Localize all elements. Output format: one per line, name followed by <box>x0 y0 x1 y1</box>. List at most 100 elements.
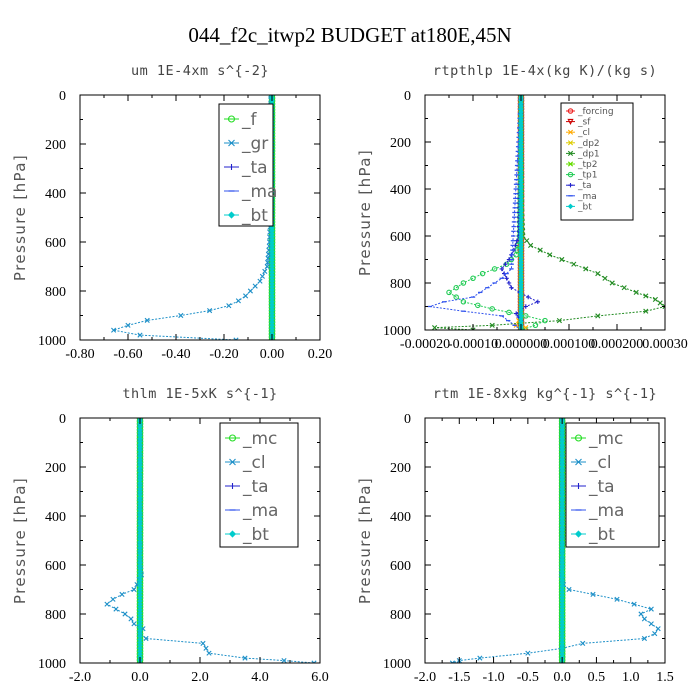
legend-swatch-marker <box>567 203 574 210</box>
data-point <box>122 611 128 617</box>
y-tick-label: 200 <box>45 138 66 153</box>
y-tick-label: 200 <box>45 461 66 476</box>
legend: _mc _cl _ta _ma _bt <box>565 422 660 548</box>
data-point <box>477 655 483 661</box>
legend-label: _ma <box>577 192 597 202</box>
y-tick-label: 0 <box>404 89 411 104</box>
data-point <box>200 640 206 646</box>
legend-swatch-marker <box>567 171 574 178</box>
legend-label: _tp1 <box>577 171 597 181</box>
data-point <box>470 275 476 282</box>
y-tick-label: 600 <box>45 559 66 574</box>
legend-item-bt: _bt <box>225 525 269 545</box>
data-point <box>489 306 495 312</box>
legend-box <box>560 102 634 221</box>
data-point <box>259 273 265 279</box>
legend-label: _ta <box>577 181 592 191</box>
data-point <box>524 238 530 244</box>
data-point <box>242 655 248 661</box>
y-axis-label: Pressure [hPa] <box>11 477 29 604</box>
y-axis-label: Pressure [hPa] <box>356 477 374 604</box>
legend-label: _cl <box>577 128 590 138</box>
data-point <box>432 325 438 330</box>
data-point <box>506 309 512 316</box>
legend-item-bt: _bt <box>571 525 615 545</box>
data-point <box>590 591 596 597</box>
data-point <box>203 645 209 651</box>
legend-item-ta: _ta <box>571 477 615 497</box>
legend-label: _sf <box>577 118 591 128</box>
series-bt <box>559 418 565 663</box>
legend-label: _dp2 <box>577 139 600 149</box>
legend-item-bt: _bt <box>224 206 268 226</box>
data-point <box>499 266 504 272</box>
legend-swatch-marker <box>575 458 582 466</box>
legend-item-forcing: _forcing <box>566 107 614 117</box>
data-point <box>113 606 119 612</box>
data-point <box>525 650 531 656</box>
data-point <box>449 660 456 663</box>
panel-subtitle: rtpthlp 1E-4x(kg K)/(kg s) <box>433 63 657 79</box>
legend-item-bt: _bt <box>566 202 592 212</box>
legend-item-tp1: _tp1 <box>566 171 597 181</box>
x-tick-label: -0.5 <box>517 670 539 685</box>
y-tick-label: 0 <box>404 412 411 427</box>
data-point <box>514 238 520 243</box>
data-point <box>460 280 467 286</box>
x-tick-label: 0.0 <box>553 670 571 685</box>
series-layer <box>104 418 317 663</box>
data-point <box>110 596 116 602</box>
legend: _f _gr _ta _ma _bt <box>218 103 277 227</box>
data-point <box>547 252 553 258</box>
legend-label: _bt <box>241 206 268 226</box>
data-point <box>662 303 665 310</box>
y-tick-label: 1000 <box>38 657 66 672</box>
data-point <box>453 284 459 291</box>
panel-subtitle: um 1E-4xm s^{-2} <box>131 63 269 79</box>
legend-swatch-marker <box>567 140 574 146</box>
data-point <box>504 276 509 281</box>
legend-swatch-marker <box>228 530 237 538</box>
data-point <box>532 322 539 329</box>
series-tp1 <box>446 95 548 330</box>
data-point <box>503 262 508 267</box>
legend-swatch-marker <box>568 183 573 188</box>
series-layer <box>449 418 661 663</box>
data-point <box>643 308 649 314</box>
x-tick-label: 1.5 <box>656 670 674 685</box>
y-tick-label: 600 <box>390 559 411 574</box>
legend-label: _mc <box>588 429 623 449</box>
data-point <box>514 311 519 316</box>
legend-label: _cl <box>242 453 266 473</box>
legend-swatch-marker <box>567 150 574 156</box>
data-point <box>595 271 601 277</box>
y-axis-label: Pressure [hPa] <box>11 154 29 281</box>
data-point <box>535 299 540 304</box>
legend-item-ta: _ta <box>566 181 592 191</box>
y-tick-label: 400 <box>45 187 66 202</box>
data-point <box>247 288 253 294</box>
data-point <box>638 611 644 617</box>
legend-swatch-marker <box>227 115 236 123</box>
data-point <box>489 322 495 328</box>
y-tick-label: 600 <box>45 236 66 251</box>
y-tick-label: 0 <box>59 89 66 104</box>
series-line <box>429 95 522 330</box>
legend-label: _bt <box>588 525 615 545</box>
x-tick-label: -0.20 <box>209 347 238 362</box>
legend-swatch-marker <box>567 118 574 126</box>
x-tick-label: -0.00020 <box>400 337 450 352</box>
data-point <box>257 278 263 284</box>
legend-item-mc: _mc <box>571 429 623 449</box>
data-point <box>178 312 184 319</box>
legend-label: _forcing <box>577 107 614 117</box>
data-point <box>265 259 271 266</box>
data-point <box>602 275 608 281</box>
y-tick-label: 400 <box>390 183 411 198</box>
data-point <box>207 308 213 314</box>
data-point <box>506 280 512 286</box>
data-point <box>652 296 658 303</box>
series-bt <box>137 418 143 663</box>
data-point <box>491 266 498 272</box>
